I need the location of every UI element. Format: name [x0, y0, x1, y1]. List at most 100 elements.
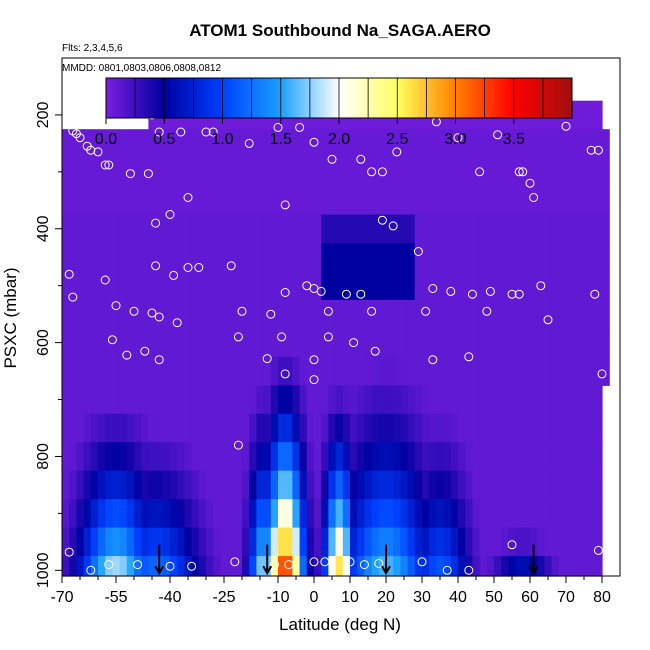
heatmap-cell	[112, 442, 121, 472]
heatmap-cell	[414, 328, 423, 358]
heatmap-cell	[155, 271, 164, 301]
heatmap-cell	[206, 527, 214, 557]
heatmap-cell	[378, 527, 387, 557]
heatmap-cell	[191, 186, 200, 216]
heatmap-cell	[292, 470, 301, 500]
heatmap-cell	[580, 129, 589, 159]
heatmap-cell	[400, 413, 409, 443]
heatmap-cell	[148, 527, 157, 557]
heatmap-cell	[234, 129, 243, 159]
heatmap-cell	[263, 243, 272, 273]
sample-point	[68, 292, 78, 302]
heatmap-cell	[501, 356, 509, 386]
heatmap-cell	[479, 214, 488, 244]
heatmap-cell	[191, 129, 200, 159]
heatmap-cell	[386, 129, 394, 159]
heatmap-cell	[126, 157, 135, 187]
heatmap-cell	[162, 271, 171, 301]
heatmap-cell	[350, 499, 358, 529]
sample-point	[187, 561, 197, 571]
heatmap-cell	[98, 442, 106, 472]
sample-point	[100, 160, 110, 170]
sample-point	[176, 127, 186, 137]
heatmap-cell	[98, 527, 106, 557]
heatmap-cell	[530, 356, 538, 386]
heatmap-cell	[479, 299, 488, 329]
heatmap-cell	[134, 129, 142, 159]
heatmap-cell	[148, 356, 157, 386]
heatmap-cell	[335, 186, 344, 216]
heatmap-cell	[494, 214, 502, 244]
sample-point	[316, 286, 326, 296]
heatmap-cell	[126, 527, 135, 557]
heatmap-cell	[530, 214, 538, 244]
heatmap-cell	[573, 186, 581, 216]
heatmap-cell	[177, 243, 185, 273]
heatmap-cell	[357, 385, 365, 415]
heatmap-cell	[184, 157, 193, 187]
heatmap-cell	[256, 442, 265, 472]
heatmap-cell	[285, 527, 293, 557]
heatmap-cell	[220, 413, 229, 443]
heatmap-cell	[191, 413, 200, 443]
heatmap-cell	[573, 271, 581, 301]
heatmap-cell	[306, 499, 315, 529]
sample-point	[165, 561, 175, 571]
heatmap-cell	[83, 129, 92, 159]
heatmap-cell	[508, 129, 517, 159]
heatmap-cell	[76, 442, 85, 472]
x-tick-label: -25	[212, 589, 235, 606]
heatmap-cell	[270, 214, 279, 244]
heatmap-cell	[522, 470, 531, 500]
heatmap-cell	[184, 442, 193, 472]
heatmap-cell	[141, 556, 149, 577]
heatmap-cell	[126, 129, 135, 159]
heatmap-cell	[155, 442, 164, 472]
heatmap-cell	[458, 413, 466, 443]
heatmap-cell	[278, 129, 286, 159]
heatmap-cell	[105, 328, 113, 358]
sample-point	[262, 354, 272, 364]
heatmap-cell	[249, 470, 257, 500]
heatmap-cell	[486, 157, 495, 187]
heatmap-cell	[249, 328, 257, 358]
heatmap-cell	[472, 243, 481, 273]
heatmap-cell	[155, 157, 164, 187]
heatmap-cell	[213, 328, 221, 358]
heatmap-cell	[249, 299, 257, 329]
heatmap-cell	[364, 470, 373, 500]
heatmap-cell	[206, 214, 214, 244]
sample-point	[514, 167, 524, 177]
heatmap-cell	[587, 100, 596, 130]
heatmap-cell	[429, 328, 437, 358]
sample-point	[104, 160, 114, 170]
heatmap-cell	[155, 499, 164, 529]
heatmap-cell	[472, 356, 481, 386]
heatmap-cell	[285, 157, 293, 187]
heatmap-cell	[198, 243, 207, 273]
colorbar-tick-label: 3.0	[444, 131, 466, 148]
heatmap-cell	[443, 527, 452, 557]
heatmap-cell	[436, 299, 445, 329]
heatmap-cell	[486, 299, 495, 329]
heatmap-cell	[134, 442, 142, 472]
heatmap-cell	[220, 499, 229, 529]
heatmap-cell	[285, 328, 293, 358]
heatmap-cell	[198, 527, 207, 557]
heatmap-cell	[580, 527, 589, 557]
heatmap-cell	[522, 186, 531, 216]
heatmap-cell	[551, 214, 560, 244]
sample-point	[129, 306, 139, 316]
heatmap-cell	[443, 186, 452, 216]
colorbar: 0.0 0.5 1.0 1.5 2.0 2.5 3.0 3.5	[95, 77, 573, 148]
sample-point	[428, 284, 438, 293]
heatmap-cell	[62, 356, 70, 386]
heatmap-cell	[249, 186, 257, 216]
heatmap-cell	[249, 356, 257, 386]
heatmap-cell	[414, 527, 423, 557]
heatmap-cell	[501, 470, 509, 500]
heatmap-cell	[422, 157, 430, 187]
heatmap-cell	[206, 299, 214, 329]
x-tick-label: 0	[310, 589, 319, 606]
flights-label: Flts: 2,3,4,5,6	[62, 43, 123, 54]
